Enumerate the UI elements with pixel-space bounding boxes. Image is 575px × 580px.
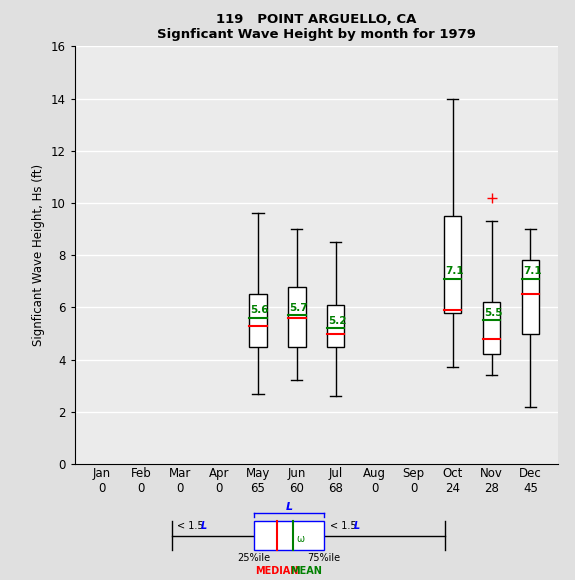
Text: 5.6: 5.6 — [251, 305, 269, 316]
Text: MEDIAN: MEDIAN — [256, 566, 299, 576]
Text: 75%ile: 75%ile — [308, 553, 340, 563]
Text: 7.1: 7.1 — [523, 266, 542, 276]
Text: MEAN: MEAN — [290, 566, 323, 576]
Text: L: L — [286, 502, 293, 512]
Bar — [444, 216, 461, 313]
Bar — [249, 295, 267, 347]
Text: < 1.5: < 1.5 — [330, 521, 359, 531]
Text: 5.2: 5.2 — [328, 316, 347, 326]
Bar — [522, 260, 539, 334]
Text: L: L — [201, 521, 207, 531]
Text: ω: ω — [296, 534, 304, 545]
Bar — [327, 305, 344, 347]
Bar — [483, 302, 500, 354]
Text: 7.1: 7.1 — [446, 266, 464, 276]
Y-axis label: Signficant Wave Height, Hs (ft): Signficant Wave Height, Hs (ft) — [32, 164, 45, 346]
Title: 119   POINT ARGUELLO, CA
Signficant Wave Height by month for 1979: 119 POINT ARGUELLO, CA Signficant Wave H… — [157, 13, 476, 41]
Text: < 1.5: < 1.5 — [177, 521, 206, 531]
Text: L: L — [354, 521, 361, 531]
Text: 5.7: 5.7 — [290, 303, 308, 313]
Text: 5.5: 5.5 — [484, 308, 503, 318]
Text: 25%ile: 25%ile — [237, 553, 270, 563]
Bar — [288, 287, 305, 347]
Bar — [254, 521, 324, 550]
